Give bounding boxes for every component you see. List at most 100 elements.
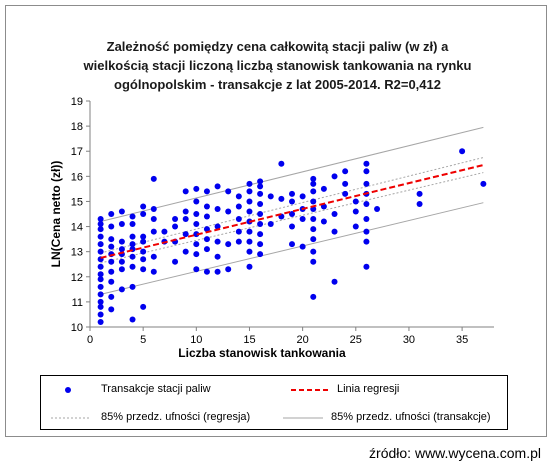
data-point [480,180,487,187]
data-point [310,236,317,243]
ci-transactions-line [100,126,484,223]
data-point [352,208,359,215]
data-point [97,303,104,310]
data-point [257,241,264,248]
data-point [299,193,306,200]
data-point [299,243,306,250]
data-point [140,233,147,240]
data-point [289,223,295,230]
data-point [310,198,317,205]
data-point [214,183,221,190]
data-point [140,238,147,245]
ci-regression-line [100,157,484,254]
data-point [140,266,147,273]
data-point [172,258,179,265]
axes: 0 5 10 15 20 25 30 35 10 11 12 13 14 15 16 17 18 19 [71,96,494,346]
data-point [108,211,115,217]
data-point [363,160,370,167]
scatter-points [97,148,487,325]
data-point [129,283,136,290]
data-point [214,238,221,245]
data-point [193,221,200,228]
data-point [203,226,210,233]
y-tick-label: 10 [71,322,83,334]
y-tick-label: 13 [71,247,83,259]
y-tick-label: 14 [71,222,83,234]
data-point [150,216,157,223]
x-axis-label: Liczba stanowisk tankowania [178,346,346,360]
x-tick-label: 15 [243,334,255,346]
legend-label-ci-transactions: 85% przedz. ufności (transakcje) [331,411,491,423]
data-point [193,198,200,205]
data-point [203,246,210,253]
data-point [267,193,274,200]
data-point [118,238,125,245]
chart-title-line-3: ogólnopolskim - transakcje z lat 2005-20… [114,77,441,92]
data-point [97,216,104,223]
data-point [289,211,295,217]
data-point [140,203,147,210]
data-point [97,283,104,290]
ci-transactions-line [100,202,484,295]
ci-regression-lines [100,157,484,264]
data-point [331,173,338,180]
data-point [97,263,104,270]
data-point [214,268,221,275]
data-point [225,208,232,215]
data-point [193,241,200,248]
data-point [310,175,317,182]
data-point [203,188,210,195]
data-point [289,198,295,205]
data-point [150,205,157,212]
data-point [342,190,349,197]
data-point [363,200,370,207]
chart-frame [5,5,547,437]
data-point [289,241,295,248]
data-point [108,278,115,285]
data-point [108,306,115,313]
data-point [257,211,264,217]
data-point [193,211,200,217]
data-point [363,228,370,235]
y-tick-label: 11 [72,297,83,309]
data-point [225,266,232,273]
data-point [246,238,253,245]
data-point [246,198,253,205]
data-point [257,178,264,185]
data-point [342,180,349,187]
data-point [203,203,210,210]
x-tick-label: 5 [140,334,146,346]
data-point [267,221,274,228]
data-point [140,248,147,255]
data-point [182,208,189,215]
legend-symbol-regression [291,389,329,391]
data-point [214,223,221,230]
data-point [182,231,189,238]
data-point [257,200,264,207]
data-point [118,258,125,265]
y-tick-label: 12 [71,272,83,284]
data-point [235,228,242,235]
data-point [193,185,200,192]
data-point [416,190,423,197]
data-point [182,216,189,223]
chart-title-line-2: wielkością stacji liczoną liczbą stanowi… [83,58,472,73]
data-point [140,303,147,310]
data-point [108,236,115,243]
data-point [320,218,327,225]
data-point [97,221,104,228]
regression-line [100,164,484,259]
data-point [310,180,317,187]
data-point [118,286,125,293]
data-point [363,180,370,187]
data-point [331,228,338,235]
data-point [118,266,125,273]
data-point [310,188,317,195]
data-point [225,241,232,248]
data-point [214,205,221,212]
data-point [235,203,242,210]
legend-symbol-ci-transactions [283,417,323,419]
data-point [108,223,115,230]
data-point [97,233,104,240]
data-point [150,175,157,182]
